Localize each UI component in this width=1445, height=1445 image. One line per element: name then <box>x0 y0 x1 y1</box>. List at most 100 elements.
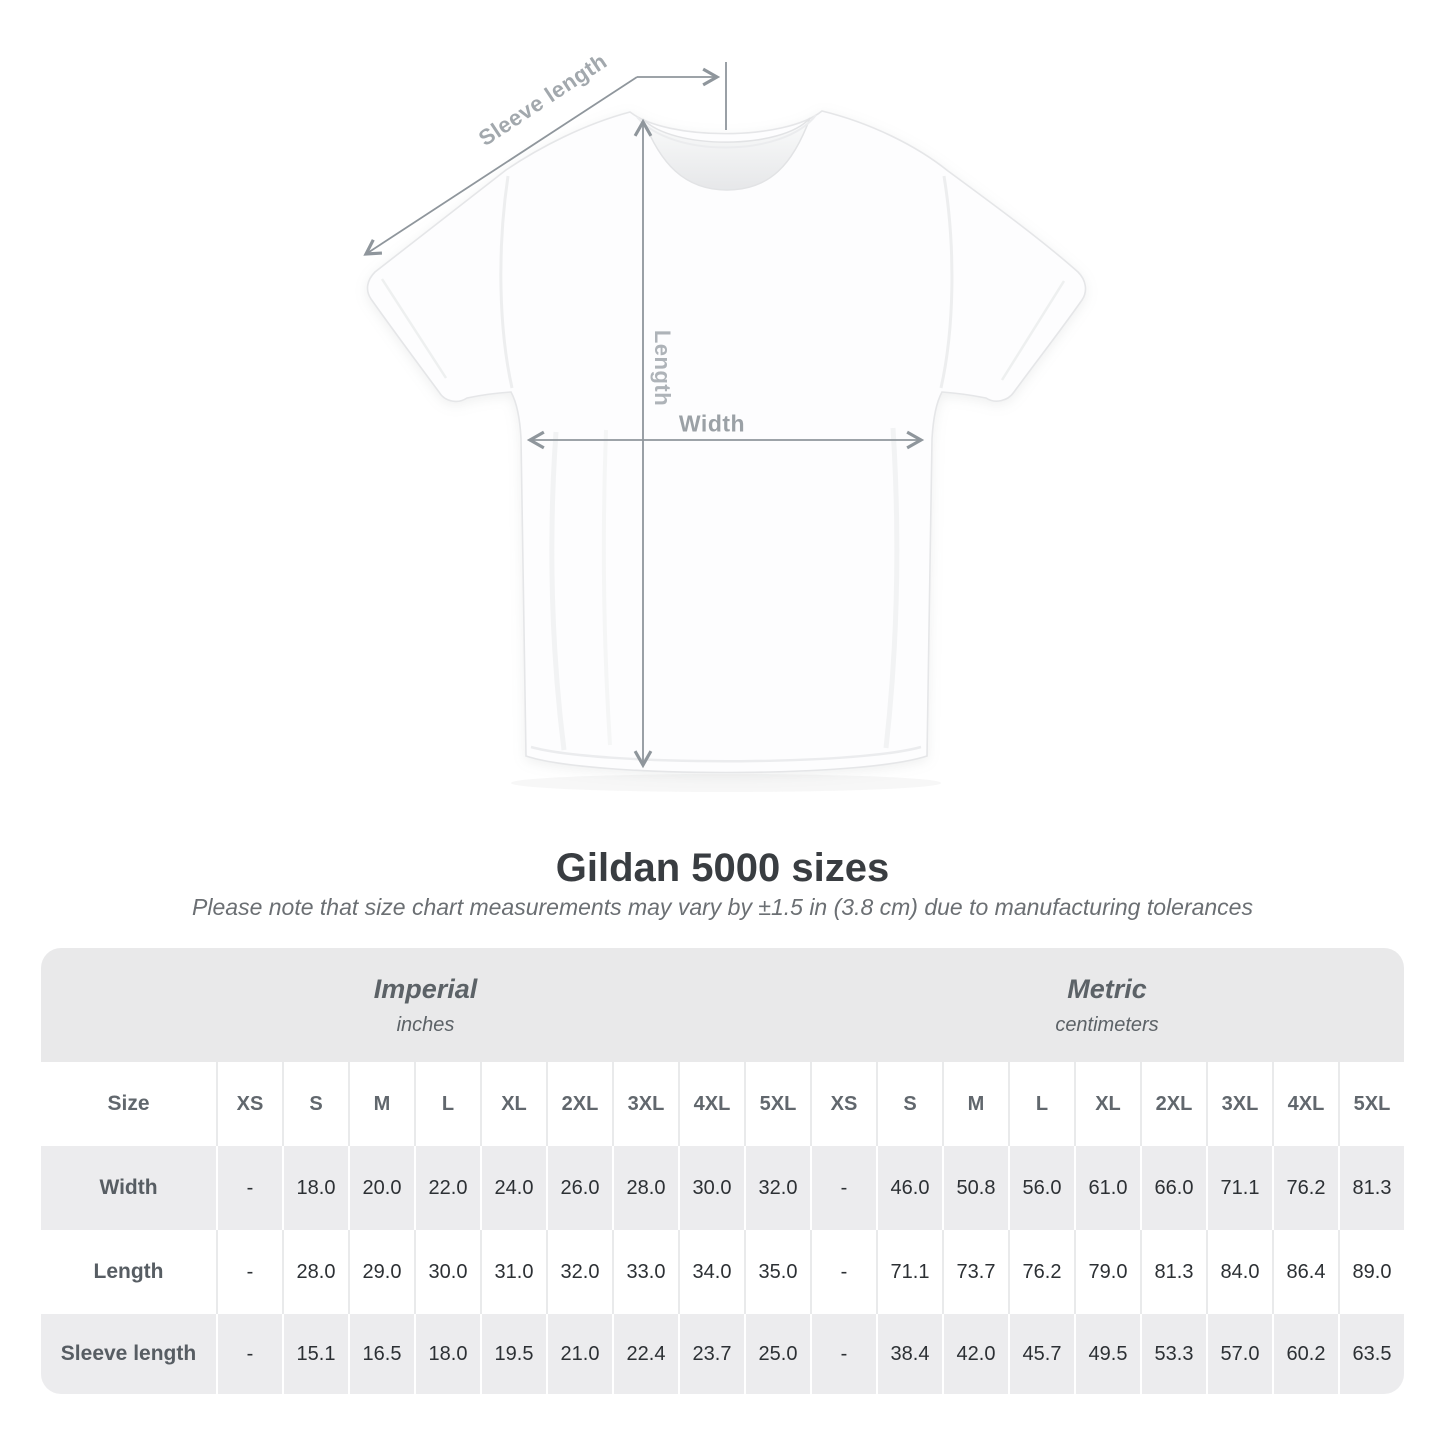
value-cell: - <box>810 1146 876 1230</box>
tshirt-size-diagram: Sleeve length Length Width <box>363 48 1087 792</box>
value-cell: 63.5 <box>1338 1314 1404 1394</box>
value-cell: 61.0 <box>1074 1146 1140 1230</box>
value-cell: 28.0 <box>282 1230 348 1314</box>
value-cell: 29.0 <box>348 1230 414 1314</box>
size-header-imperial-4xl: 4XL <box>678 1062 744 1146</box>
value-cell: 24.0 <box>480 1146 546 1230</box>
value-cell: 76.2 <box>1272 1146 1338 1230</box>
page-title: Gildan 5000 sizes <box>555 846 890 890</box>
metric-title: Metric <box>1067 973 1147 1004</box>
size-header-imperial-m: M <box>348 1062 414 1146</box>
value-cell: - <box>216 1230 282 1314</box>
row-label: Sleeve length <box>60 1342 197 1365</box>
length-label: Length <box>650 329 675 407</box>
measurement-row-length: Length -28.0 29.0 30.0 31.0 32.0 33.0 34.0 35.0-… <box>41 1230 1404 1314</box>
value-cell: 22.4 <box>612 1314 678 1394</box>
size-header-metric-l: L <box>1008 1062 1074 1146</box>
value-cell: 46.0 <box>876 1146 942 1230</box>
size-header-row: Size XS S M L XL 2XL 3XL 4XL 5XL XS S M L XL 2XL 3XL 4XL 5… <box>41 1062 1404 1146</box>
value-cell: 35.0 <box>744 1230 810 1314</box>
size-header-imperial-s: S <box>282 1062 348 1146</box>
tshirt-illustration <box>363 62 1087 792</box>
value-cell: 25.0 <box>744 1314 810 1394</box>
value-cell: 33.0 <box>612 1230 678 1314</box>
imperial-unit: inches <box>396 1013 455 1036</box>
size-header-imperial-l: L <box>414 1062 480 1146</box>
value-cell: 30.0 <box>678 1146 744 1230</box>
size-header-imperial-2xl: 2XL <box>546 1062 612 1146</box>
value-cell: 49.5 <box>1074 1314 1140 1394</box>
value-cell: 22.0 <box>414 1146 480 1230</box>
value-cell: 26.0 <box>546 1146 612 1230</box>
value-cell: - <box>810 1314 876 1394</box>
value-cell: 60.2 <box>1272 1314 1338 1394</box>
value-cell: - <box>216 1314 282 1394</box>
size-corner-header: Size <box>107 1092 150 1115</box>
sleeve-dimension-diagonal <box>363 76 638 256</box>
width-label: Width <box>678 410 746 437</box>
value-cell: 16.5 <box>348 1314 414 1394</box>
size-table: Imperial inches Metric centimeters Size X… <box>41 948 1404 1394</box>
size-header-metric-4xl: 4XL <box>1272 1062 1338 1146</box>
value-cell: - <box>216 1146 282 1230</box>
value-cell: 79.0 <box>1074 1230 1140 1314</box>
unit-header-band: Imperial inches Metric centimeters <box>41 948 1404 1062</box>
size-header-metric-m: M <box>942 1062 1008 1146</box>
size-header-metric-3xl: 3XL <box>1206 1062 1272 1146</box>
imperial-section-header: Imperial inches <box>41 948 810 1062</box>
size-table-grid: Size XS S M L XL 2XL 3XL 4XL 5XL XS S M L XL 2XL 3XL 4XL 5… <box>41 1062 1404 1394</box>
dimension-lines <box>363 62 925 769</box>
value-cell: 19.5 <box>480 1314 546 1394</box>
value-cell: 73.7 <box>942 1230 1008 1314</box>
value-cell: 31.0 <box>480 1230 546 1314</box>
value-cell: 32.0 <box>744 1146 810 1230</box>
value-cell: 34.0 <box>678 1230 744 1314</box>
metric-section-header: Metric centimeters <box>810 948 1404 1062</box>
value-cell: 50.8 <box>942 1146 1008 1230</box>
measurement-row-width: Width -18.0 20.0 22.0 24.0 26.0 28.0 30.0 32.0-4… <box>41 1146 1404 1230</box>
value-cell: 84.0 <box>1206 1230 1272 1314</box>
value-cell: 18.0 <box>414 1314 480 1394</box>
metric-unit: centimeters <box>1055 1013 1159 1036</box>
shirt-shadow <box>511 774 941 792</box>
value-cell: 81.3 <box>1338 1146 1404 1230</box>
value-cell: 57.0 <box>1206 1314 1272 1394</box>
measurement-row-sleeve-length: Sleeve length -15.1 16.5 18.0 19.5 21.0 22.4 23… <box>41 1314 1404 1394</box>
value-cell: 28.0 <box>612 1146 678 1230</box>
value-cell: 20.0 <box>348 1146 414 1230</box>
size-header-metric-xl: XL <box>1074 1062 1140 1146</box>
row-label: Width <box>99 1176 158 1199</box>
value-cell: 76.2 <box>1008 1230 1074 1314</box>
value-cell: 56.0 <box>1008 1146 1074 1230</box>
value-cell: 38.4 <box>876 1314 942 1394</box>
value-cell: 45.7 <box>1008 1314 1074 1394</box>
value-cell: 81.3 <box>1140 1230 1206 1314</box>
value-cell: 42.0 <box>942 1314 1008 1394</box>
size-header-metric-5xl: 5XL <box>1338 1062 1404 1146</box>
imperial-title: Imperial <box>373 973 478 1004</box>
value-cell: 71.1 <box>876 1230 942 1314</box>
value-cell: 23.7 <box>678 1314 744 1394</box>
value-cell: 21.0 <box>546 1314 612 1394</box>
size-header-metric-s: S <box>876 1062 942 1146</box>
size-header-imperial-3xl: 3XL <box>612 1062 678 1146</box>
size-header-imperial-xs: XS <box>216 1062 282 1146</box>
row-label: Length <box>93 1260 164 1283</box>
size-header-imperial-5xl: 5XL <box>744 1062 810 1146</box>
size-header-imperial-xl: XL <box>480 1062 546 1146</box>
tshirt-body <box>366 110 1087 774</box>
value-cell: 32.0 <box>546 1230 612 1314</box>
value-cell: 15.1 <box>282 1314 348 1394</box>
tolerance-note: Please note that size chart measurements… <box>192 894 1253 920</box>
value-cell: 30.0 <box>414 1230 480 1314</box>
size-header-metric-xs: XS <box>810 1062 876 1146</box>
size-header-metric-2xl: 2XL <box>1140 1062 1206 1146</box>
value-cell: 89.0 <box>1338 1230 1404 1314</box>
value-cell: - <box>810 1230 876 1314</box>
value-cell: 66.0 <box>1140 1146 1206 1230</box>
value-cell: 86.4 <box>1272 1230 1338 1314</box>
collar-opening <box>642 117 811 191</box>
value-cell: 18.0 <box>282 1146 348 1230</box>
value-cell: 71.1 <box>1206 1146 1272 1230</box>
value-cell: 53.3 <box>1140 1314 1206 1394</box>
